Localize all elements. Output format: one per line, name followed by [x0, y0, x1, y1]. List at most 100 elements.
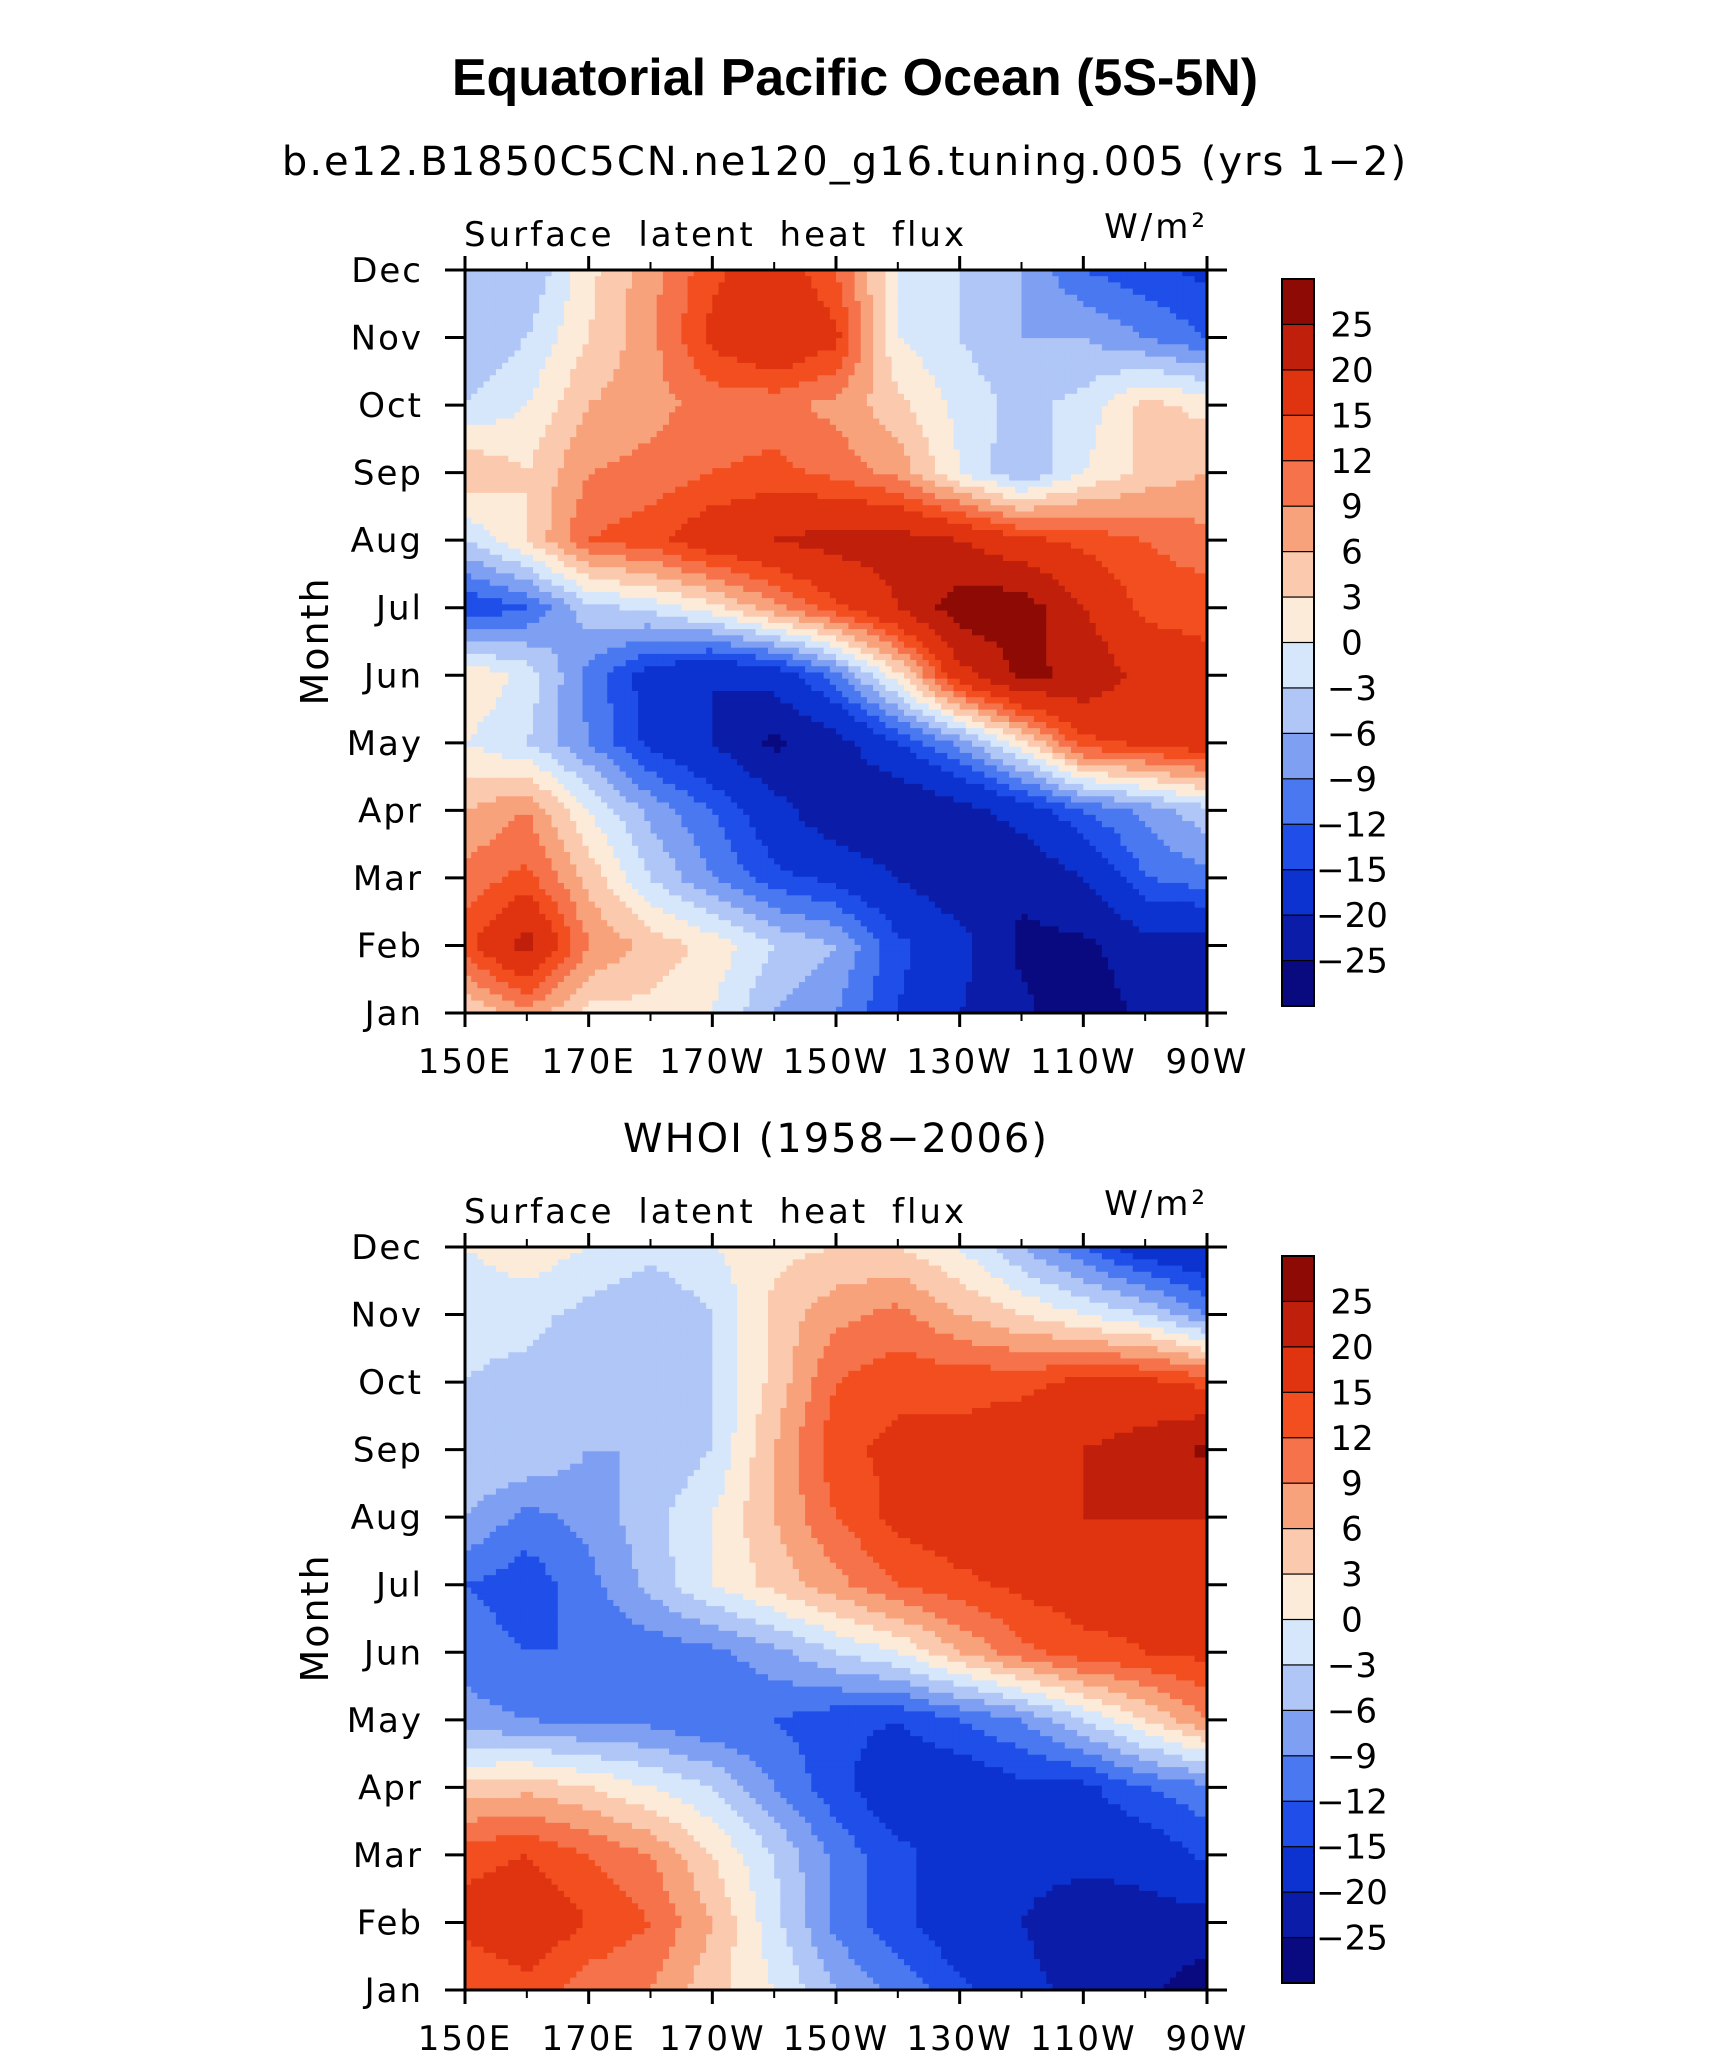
contour-cell [1027, 455, 1035, 463]
contour-cell [1114, 393, 1122, 401]
contour-cell [730, 511, 738, 519]
contour-cell [1108, 505, 1115, 513]
contour-cell [712, 282, 720, 290]
contour-cell [477, 313, 485, 321]
contour-cell [984, 505, 992, 513]
contour-cell [1064, 486, 1072, 494]
contour-cell [563, 443, 571, 451]
contour-cell [755, 331, 763, 339]
contour-cell [1157, 511, 1165, 519]
contour-cell [842, 369, 849, 376]
contour-cell [1157, 393, 1165, 401]
contour-cell [897, 418, 905, 426]
contour-cell [885, 294, 893, 302]
contour-cell [1132, 288, 1140, 296]
contour-cell [1046, 430, 1054, 438]
contour-cell [1138, 468, 1146, 475]
contour-cell [489, 511, 497, 519]
contour-cell [706, 393, 713, 401]
contour-cell [557, 381, 565, 389]
contour-cell [805, 300, 812, 308]
contour-cell [904, 412, 911, 420]
contour-cell [1064, 412, 1072, 420]
contour-cell [514, 369, 522, 376]
contour-cell [879, 517, 887, 525]
contour-cell [798, 443, 806, 451]
contour-cell [805, 492, 812, 500]
contour-cell [625, 300, 633, 308]
contour-cell [1188, 505, 1196, 513]
contour-cell [718, 505, 726, 513]
contour-cell [601, 517, 608, 525]
contour-cell [625, 282, 633, 290]
contour-cell [829, 430, 837, 438]
contour-cell [601, 468, 608, 475]
contour-cell [607, 443, 614, 451]
contour-cell [712, 288, 720, 296]
contour-cell [1077, 362, 1084, 370]
contour-cell [1194, 369, 1202, 376]
contour-cell [588, 455, 596, 463]
contour-cell [1120, 300, 1128, 308]
contour-cell [928, 294, 936, 302]
contour-cell [1083, 430, 1091, 438]
contour-cell [811, 307, 819, 314]
contour-cell [891, 443, 899, 451]
contour-cell [953, 300, 961, 308]
contour-cell [730, 430, 738, 438]
contour-cell [656, 455, 664, 463]
contour-cell [823, 406, 831, 414]
contour-cell [1120, 331, 1128, 339]
contour-cell [1163, 418, 1171, 426]
contour-cell [805, 443, 812, 451]
contour-cell [508, 276, 516, 283]
contour-cell [1176, 294, 1183, 302]
contour-cell [1089, 430, 1097, 438]
contour-cell [1138, 486, 1146, 494]
contour-cell [798, 375, 806, 383]
contour-cell [681, 499, 689, 506]
contour-cell [928, 276, 936, 283]
contour-cell [508, 480, 516, 488]
contour-cell [965, 461, 973, 469]
contour-cell [1040, 486, 1047, 494]
contour-cell [1064, 338, 1072, 345]
contour-cell [1182, 294, 1190, 302]
contour-cell [792, 449, 800, 457]
contour-cell [662, 362, 670, 370]
contour-cell [1070, 294, 1078, 302]
contour-cell [749, 492, 757, 500]
contour-cell [767, 319, 775, 327]
contour-cell [706, 437, 713, 444]
contour-cell [563, 369, 571, 376]
contour-cell [570, 270, 577, 277]
contour-cell [650, 313, 658, 321]
contour-cell [737, 276, 744, 283]
contour-cell [860, 511, 868, 519]
contour-cell [1126, 288, 1134, 296]
contour-cell [502, 300, 509, 308]
contour-cell [829, 511, 837, 519]
contour-cell [774, 511, 781, 519]
contour-cell [1070, 325, 1078, 333]
contour-cell [817, 338, 825, 345]
contour-cell [607, 331, 614, 339]
contour-cell [774, 523, 781, 531]
contour-cell [1015, 474, 1023, 482]
contour-cell [897, 480, 905, 488]
contour-cell [502, 468, 509, 475]
contour-cell [687, 270, 695, 277]
contour-cell [489, 375, 497, 383]
contour-cell [1033, 331, 1041, 339]
contour-cell [761, 344, 769, 352]
contour-cell [1070, 300, 1078, 308]
contour-cell [471, 480, 478, 488]
contour-cell [1169, 468, 1177, 475]
contour-cell [576, 393, 584, 401]
contour-cell [1194, 499, 1202, 506]
contour-cell [922, 387, 930, 395]
contour-cell [1163, 307, 1171, 314]
contour-cell [551, 424, 559, 432]
contour-cell [996, 350, 1004, 358]
contour-cell [687, 486, 695, 494]
